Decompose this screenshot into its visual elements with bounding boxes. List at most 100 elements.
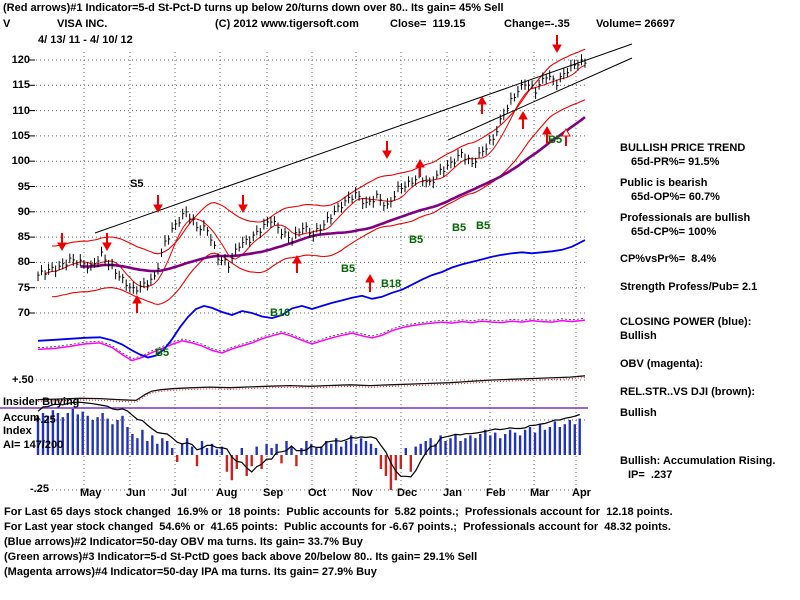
accum-bar xyxy=(538,424,542,455)
accum-bar xyxy=(369,443,373,455)
company-name: VISA INC. xyxy=(57,18,108,30)
price-axis-label: 70 xyxy=(17,307,30,319)
accum-bar xyxy=(66,413,69,455)
month-label: Apr xyxy=(572,487,591,499)
indicator-summary-line: REL.STR..VS DJI (brown): xyxy=(620,386,756,398)
accum-bar xyxy=(469,435,472,455)
accum-bar xyxy=(56,413,60,455)
indicator-summary-line: IP= .237 xyxy=(628,469,673,481)
accum-bar xyxy=(454,434,457,455)
accum-bar xyxy=(136,438,139,455)
accum-bar xyxy=(414,446,417,455)
ticker-symbol: V xyxy=(3,18,11,30)
close-value: Close= 119.15 xyxy=(390,18,466,30)
signal-arrow-up xyxy=(518,110,528,120)
accum-bar xyxy=(499,438,502,455)
accum-bar xyxy=(245,455,248,476)
price-axis-label: 105 xyxy=(11,129,30,142)
rs-ma-dotted xyxy=(37,377,586,403)
accum-bar xyxy=(230,455,233,481)
accum-bar xyxy=(280,455,283,464)
accum-bar xyxy=(180,443,184,455)
purple-ma xyxy=(80,116,586,273)
accum-bar xyxy=(51,410,55,455)
accum-bar xyxy=(394,455,397,481)
price-axis-label: 85 xyxy=(17,231,30,244)
accum-bar xyxy=(220,446,224,455)
accum-bar xyxy=(344,441,348,455)
indicator-summary-line: Bullish xyxy=(620,330,657,342)
accum-bar xyxy=(91,420,94,455)
chart-annotations: S5 B5 B16 B5 B18 B5 B5 B5 B5 xyxy=(130,134,562,359)
insider-buying-label: Insider Buying xyxy=(3,396,80,408)
accum-bar xyxy=(518,435,522,455)
accum-bar xyxy=(479,434,482,455)
signal-arrow-up xyxy=(542,125,552,135)
accum-bar xyxy=(484,429,487,455)
accum-bar xyxy=(513,432,517,455)
accum-bar xyxy=(310,443,313,455)
signal-arrow-down xyxy=(238,204,248,214)
accum-bar xyxy=(225,455,229,472)
accum-bar xyxy=(190,446,194,455)
relative-strength-line xyxy=(37,375,586,402)
accum-label: Accum xyxy=(3,412,40,424)
month-label: Jun xyxy=(126,487,146,499)
accum-bar xyxy=(156,443,159,455)
accum-bar xyxy=(504,434,507,455)
closing-power-line xyxy=(37,239,586,359)
indicator-summary-line: 65d-CP%= 100% xyxy=(631,226,717,238)
accum-bar xyxy=(330,443,333,455)
accum-bar xyxy=(315,448,318,455)
accum-bar xyxy=(171,448,174,455)
obv-line xyxy=(37,319,586,362)
copyright-text: (C) 2012 www.tigersoft.com xyxy=(215,18,359,30)
accum-bar xyxy=(61,417,64,455)
signal-arrow-down xyxy=(552,44,562,54)
footer-line: (Magenta arrows)#4 Indicator=50-day IPA … xyxy=(4,566,377,578)
month-label: Mar xyxy=(530,487,550,499)
accum-bar xyxy=(409,455,412,472)
accum-bar xyxy=(449,438,452,455)
date-range: 4/ 13/ 11 - 4/ 10/ 12 xyxy=(38,34,133,46)
accum-scale-minus: -.25 xyxy=(30,483,49,495)
obv-ma-dotted xyxy=(37,317,586,360)
trendline xyxy=(94,43,633,234)
closing-power-line xyxy=(37,239,586,359)
signal-arrow-up xyxy=(132,294,142,304)
accum-bar xyxy=(106,418,109,455)
accum-bar xyxy=(528,427,532,455)
month-label: Feb xyxy=(486,487,506,499)
signal-arrow-up xyxy=(365,273,375,283)
indicator-summary-line: 65d-OP%= 60.7% xyxy=(631,191,720,203)
accum-bar xyxy=(384,455,388,476)
accum-bar xyxy=(146,441,149,455)
accum-bar xyxy=(349,435,353,455)
indicator-summary-line: Bullish xyxy=(620,407,657,419)
signal-arrow-up xyxy=(561,127,571,137)
candlesticks xyxy=(37,54,587,295)
accum-bar xyxy=(439,435,442,455)
accum-bar xyxy=(131,434,134,455)
accum-bar xyxy=(290,446,293,455)
indicator-summary-line: Public is bearish xyxy=(620,177,708,189)
accum-bar xyxy=(116,420,119,455)
chart-annotation: B16 xyxy=(270,307,290,319)
accum-bar xyxy=(111,424,114,455)
chart-annotation: B5 xyxy=(341,263,355,275)
price-axis-label: 100 xyxy=(11,155,30,168)
footer-line: For Last year stock changed 54.6% or 41.… xyxy=(4,521,671,533)
accum-bar xyxy=(359,438,363,455)
accum-bar xyxy=(563,424,566,455)
signal-arrow-down xyxy=(382,150,392,160)
rs-ma-dotted xyxy=(37,377,586,403)
trendline xyxy=(447,57,633,141)
indicator-summary-line: Strength Profess/Pub= 2.1 xyxy=(620,281,758,293)
chart-annotation: B5 xyxy=(548,134,562,146)
indicator-summary-line: BULLISH PRICE TREND xyxy=(620,142,746,154)
red-arrows-indicator-legend: (Red arrows)#1 Indicator=5-d St-Pct-D tu… xyxy=(3,2,504,14)
indicator-summary-line: Professionals are bullish xyxy=(620,212,751,224)
accum-bar xyxy=(404,448,407,455)
